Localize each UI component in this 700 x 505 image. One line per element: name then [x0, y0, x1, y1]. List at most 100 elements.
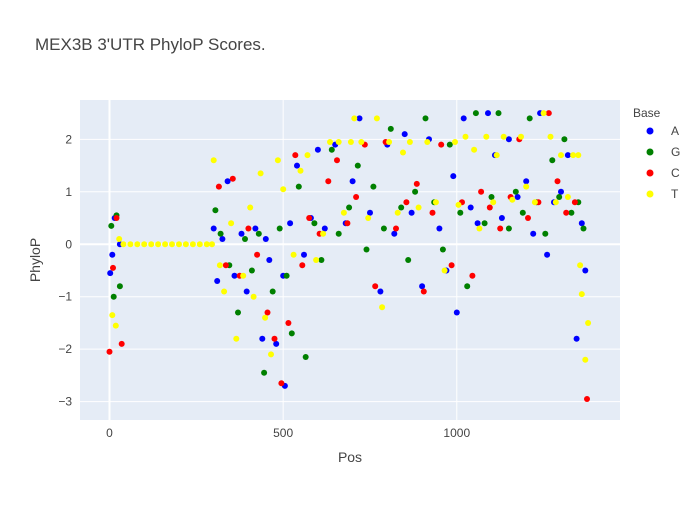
point-C [264, 309, 271, 316]
point-T [116, 236, 123, 242]
point-A [450, 173, 457, 180]
point-T [452, 139, 458, 145]
point-G [242, 236, 248, 242]
point-T [155, 241, 162, 248]
y-tick-label: 2 [65, 132, 72, 146]
point-G [110, 293, 117, 300]
point-T [490, 199, 497, 206]
point-A [377, 288, 384, 295]
point-T [558, 152, 564, 159]
point-A [214, 278, 221, 284]
point-G [283, 272, 290, 279]
legend-label: T [671, 187, 679, 201]
point-C [118, 340, 125, 347]
point-C [420, 288, 427, 295]
point-T [577, 262, 584, 269]
legend-marker [646, 169, 654, 177]
point-A [224, 178, 231, 185]
point-A [578, 220, 585, 227]
point-A [573, 335, 580, 342]
y-tick-label: 0 [65, 237, 72, 251]
point-T [169, 241, 175, 248]
point-T [547, 133, 554, 140]
point-A [287, 220, 294, 227]
point-G [276, 225, 283, 232]
point-T [327, 139, 333, 145]
point-C [113, 215, 120, 221]
point-G [568, 209, 575, 216]
point-A [210, 225, 217, 232]
point-C [254, 251, 261, 258]
y-axis-label: PhyloP [27, 238, 43, 282]
point-G [288, 330, 295, 337]
point-T [280, 186, 287, 193]
point-T [582, 356, 589, 363]
point-A [231, 272, 238, 279]
x-axis-label: Pos [338, 449, 362, 465]
point-T [379, 304, 386, 311]
series-G [108, 110, 587, 376]
point-C [110, 264, 116, 271]
point-A [243, 288, 250, 295]
point-G [457, 209, 464, 216]
plot-background [80, 100, 620, 420]
point-T [540, 110, 547, 117]
point-A [401, 131, 408, 138]
point-G [295, 183, 302, 190]
point-T [518, 133, 524, 140]
point-T [313, 257, 320, 263]
legend-label: C [671, 166, 680, 180]
point-T [365, 215, 372, 221]
point-A [408, 209, 415, 216]
point-G [472, 110, 479, 117]
legend-item-T[interactable]: T [646, 187, 680, 201]
point-T [358, 139, 365, 145]
x-tick-labels: 0 500 1000 [106, 426, 470, 440]
point-A [262, 236, 269, 242]
point-C [299, 262, 306, 269]
point-T [176, 241, 182, 248]
point-T [564, 194, 571, 200]
point-A [321, 225, 328, 232]
point-T [400, 149, 406, 156]
point-C [469, 272, 476, 279]
point-C [271, 335, 278, 342]
point-A [564, 152, 571, 159]
point-T [203, 241, 210, 248]
legend-item-C[interactable]: C [646, 166, 681, 180]
legend-marker [646, 190, 654, 198]
point-G [302, 354, 309, 360]
point-T [216, 262, 223, 269]
point-T [531, 199, 538, 206]
point-T [340, 209, 347, 216]
point-C [563, 209, 570, 216]
point-T [570, 152, 577, 159]
point-C [334, 157, 340, 164]
point-G [108, 222, 115, 229]
point-C [545, 110, 552, 117]
point-T [441, 267, 448, 274]
point-T [134, 241, 141, 248]
legend-title: Base [633, 106, 661, 120]
chart-title: MEX3B 3'UTR PhyloP Scores. [35, 35, 266, 54]
point-T [127, 241, 134, 248]
point-C [229, 175, 236, 182]
point-T [415, 204, 422, 211]
point-T [351, 115, 358, 122]
point-T [500, 133, 507, 140]
point-T [578, 291, 585, 298]
point-A [391, 230, 398, 237]
y-tick-label: 1 [65, 185, 72, 199]
legend-item-G[interactable]: G [646, 145, 681, 159]
point-G [261, 369, 268, 376]
legend-item-A[interactable]: A [646, 124, 680, 138]
point-G [328, 146, 335, 153]
point-C [413, 180, 420, 187]
point-G [580, 225, 587, 232]
point-A [301, 251, 307, 258]
point-T [406, 139, 413, 145]
point-T [509, 196, 516, 203]
